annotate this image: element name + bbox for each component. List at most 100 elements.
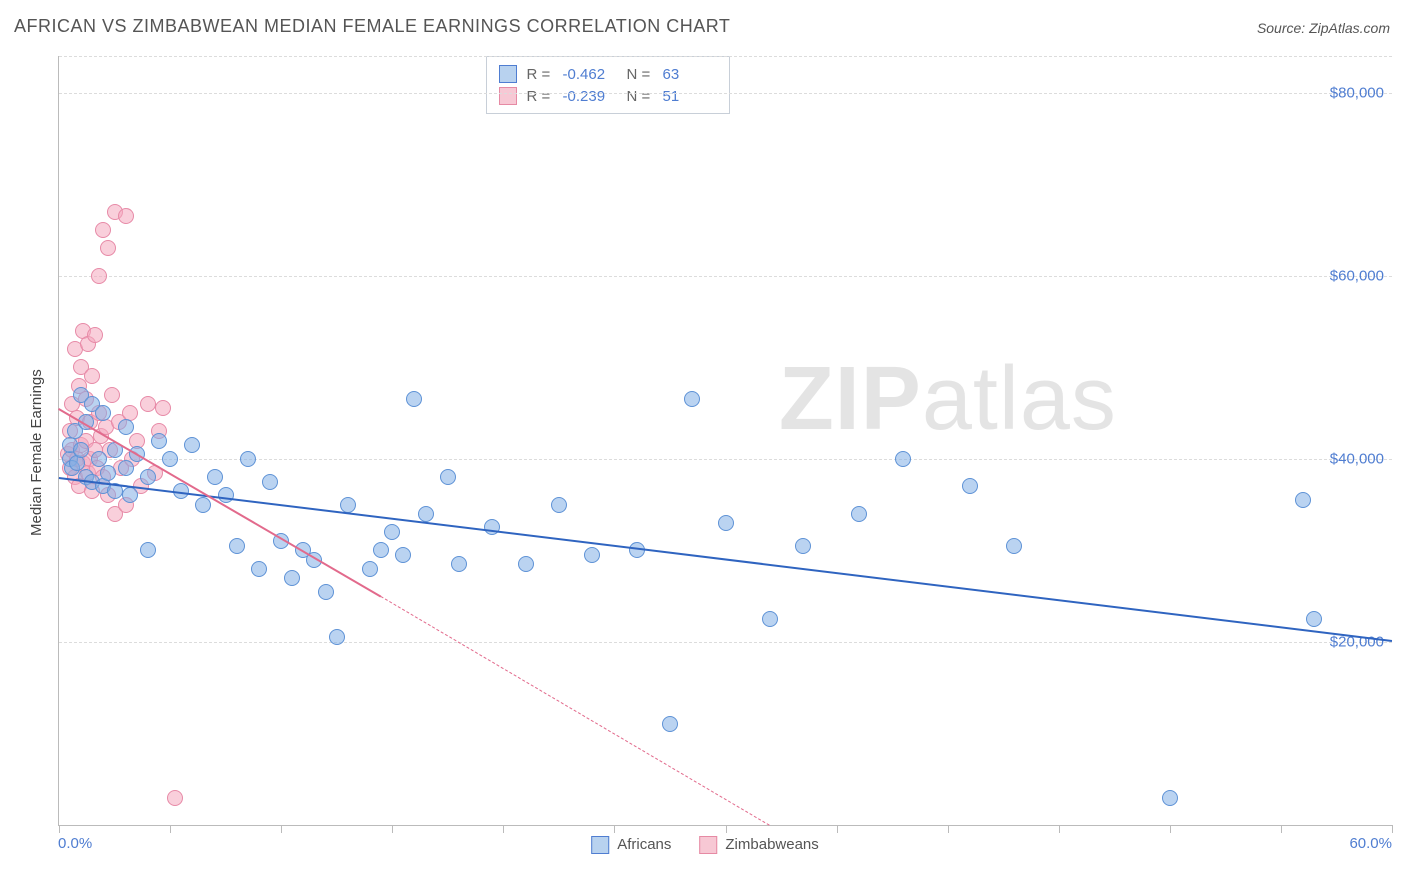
point-africans xyxy=(795,538,811,554)
stat-row: R = -0.239 N = 51 xyxy=(499,85,717,107)
point-zimbabweans xyxy=(91,268,107,284)
x-tick xyxy=(392,825,393,833)
legend-swatch xyxy=(591,836,609,854)
point-zimbabweans xyxy=(155,400,171,416)
point-africans xyxy=(718,515,734,531)
point-zimbabweans xyxy=(87,327,103,343)
point-africans xyxy=(140,542,156,558)
stat-n-value: 51 xyxy=(663,88,717,105)
point-africans xyxy=(151,433,167,449)
point-africans xyxy=(251,561,267,577)
stat-r-value: -0.462 xyxy=(563,66,617,83)
point-africans xyxy=(318,584,334,600)
point-zimbabweans xyxy=(100,240,116,256)
point-africans xyxy=(1162,790,1178,806)
point-zimbabweans xyxy=(167,790,183,806)
legend-swatch xyxy=(499,65,517,83)
y-axis-label: Median Female Earnings xyxy=(28,369,45,536)
point-zimbabweans xyxy=(118,208,134,224)
point-africans xyxy=(584,547,600,563)
y-tick-label: $80,000 xyxy=(1330,84,1384,101)
legend-swatch xyxy=(699,836,717,854)
point-zimbabweans xyxy=(84,368,100,384)
point-africans xyxy=(895,451,911,467)
point-africans xyxy=(162,451,178,467)
x-tick xyxy=(59,825,60,833)
point-africans xyxy=(184,437,200,453)
source-label: Source: ZipAtlas.com xyxy=(1257,20,1390,36)
point-africans xyxy=(195,497,211,513)
point-africans xyxy=(762,611,778,627)
point-africans xyxy=(240,451,256,467)
plot-area: ZIPatlas R =-0.462N =63R =-0.239N =51 $2… xyxy=(58,56,1392,826)
legend-item-zimbabweans: Zimbabweans xyxy=(699,836,818,854)
point-africans xyxy=(207,469,223,485)
x-tick xyxy=(948,825,949,833)
point-africans xyxy=(1306,611,1322,627)
point-africans xyxy=(373,542,389,558)
gridline-h xyxy=(59,642,1392,643)
point-africans xyxy=(100,465,116,481)
gridline-h xyxy=(59,459,1392,460)
x-tick xyxy=(1059,825,1060,833)
point-africans xyxy=(395,547,411,563)
point-africans xyxy=(73,442,89,458)
point-africans xyxy=(518,556,534,572)
trendline-africans xyxy=(59,477,1392,642)
chart-title: AFRICAN VS ZIMBABWEAN MEDIAN FEMALE EARN… xyxy=(14,16,730,37)
gridline-h xyxy=(59,276,1392,277)
point-africans xyxy=(284,570,300,586)
point-africans xyxy=(262,474,278,490)
stat-r-label: R = xyxy=(527,88,553,105)
x-tick xyxy=(1281,825,1282,833)
point-africans xyxy=(1006,538,1022,554)
x-tick xyxy=(170,825,171,833)
point-africans xyxy=(140,469,156,485)
correlation-stat-box: R =-0.462N =63R =-0.239N =51 xyxy=(486,56,730,114)
x-tick xyxy=(281,825,282,833)
x-tick xyxy=(1170,825,1171,833)
point-africans xyxy=(851,506,867,522)
point-zimbabweans xyxy=(140,396,156,412)
x-tick xyxy=(726,825,727,833)
legend-label: Africans xyxy=(617,836,671,853)
gridline-h xyxy=(59,93,1392,94)
x-axis-label-max: 60.0% xyxy=(1349,835,1392,852)
point-africans xyxy=(1295,492,1311,508)
x-axis-label-min: 0.0% xyxy=(58,835,92,852)
point-africans xyxy=(451,556,467,572)
point-africans xyxy=(962,478,978,494)
point-africans xyxy=(418,506,434,522)
x-tick xyxy=(614,825,615,833)
point-africans xyxy=(384,524,400,540)
point-africans xyxy=(362,561,378,577)
watermark: ZIPatlas xyxy=(779,348,1117,451)
gridline-h xyxy=(59,56,1392,57)
y-tick-label: $40,000 xyxy=(1330,450,1384,467)
point-africans xyxy=(406,391,422,407)
stat-r-value: -0.239 xyxy=(563,88,617,105)
x-tick xyxy=(503,825,504,833)
x-tick xyxy=(837,825,838,833)
stat-r-label: R = xyxy=(527,66,553,83)
legend-item-africans: Africans xyxy=(591,836,671,854)
chart-container: Median Female Earnings ZIPatlas R = -0.46… xyxy=(18,56,1392,862)
point-africans xyxy=(95,405,111,421)
x-tick xyxy=(1392,825,1393,833)
y-tick-label: $60,000 xyxy=(1330,267,1384,284)
point-africans xyxy=(118,460,134,476)
trendline-zimbabweans-extrapolated xyxy=(381,596,770,826)
point-africans xyxy=(229,538,245,554)
point-zimbabweans xyxy=(95,222,111,238)
stat-n-label: N = xyxy=(627,88,653,105)
point-africans xyxy=(684,391,700,407)
legend-swatch xyxy=(499,87,517,105)
point-africans xyxy=(329,629,345,645)
stat-n-label: N = xyxy=(627,66,653,83)
point-africans xyxy=(440,469,456,485)
point-africans xyxy=(484,519,500,535)
point-africans xyxy=(122,487,138,503)
stat-row: R =-0.462N =63 xyxy=(499,63,717,85)
point-zimbabweans xyxy=(104,387,120,403)
point-africans xyxy=(118,419,134,435)
